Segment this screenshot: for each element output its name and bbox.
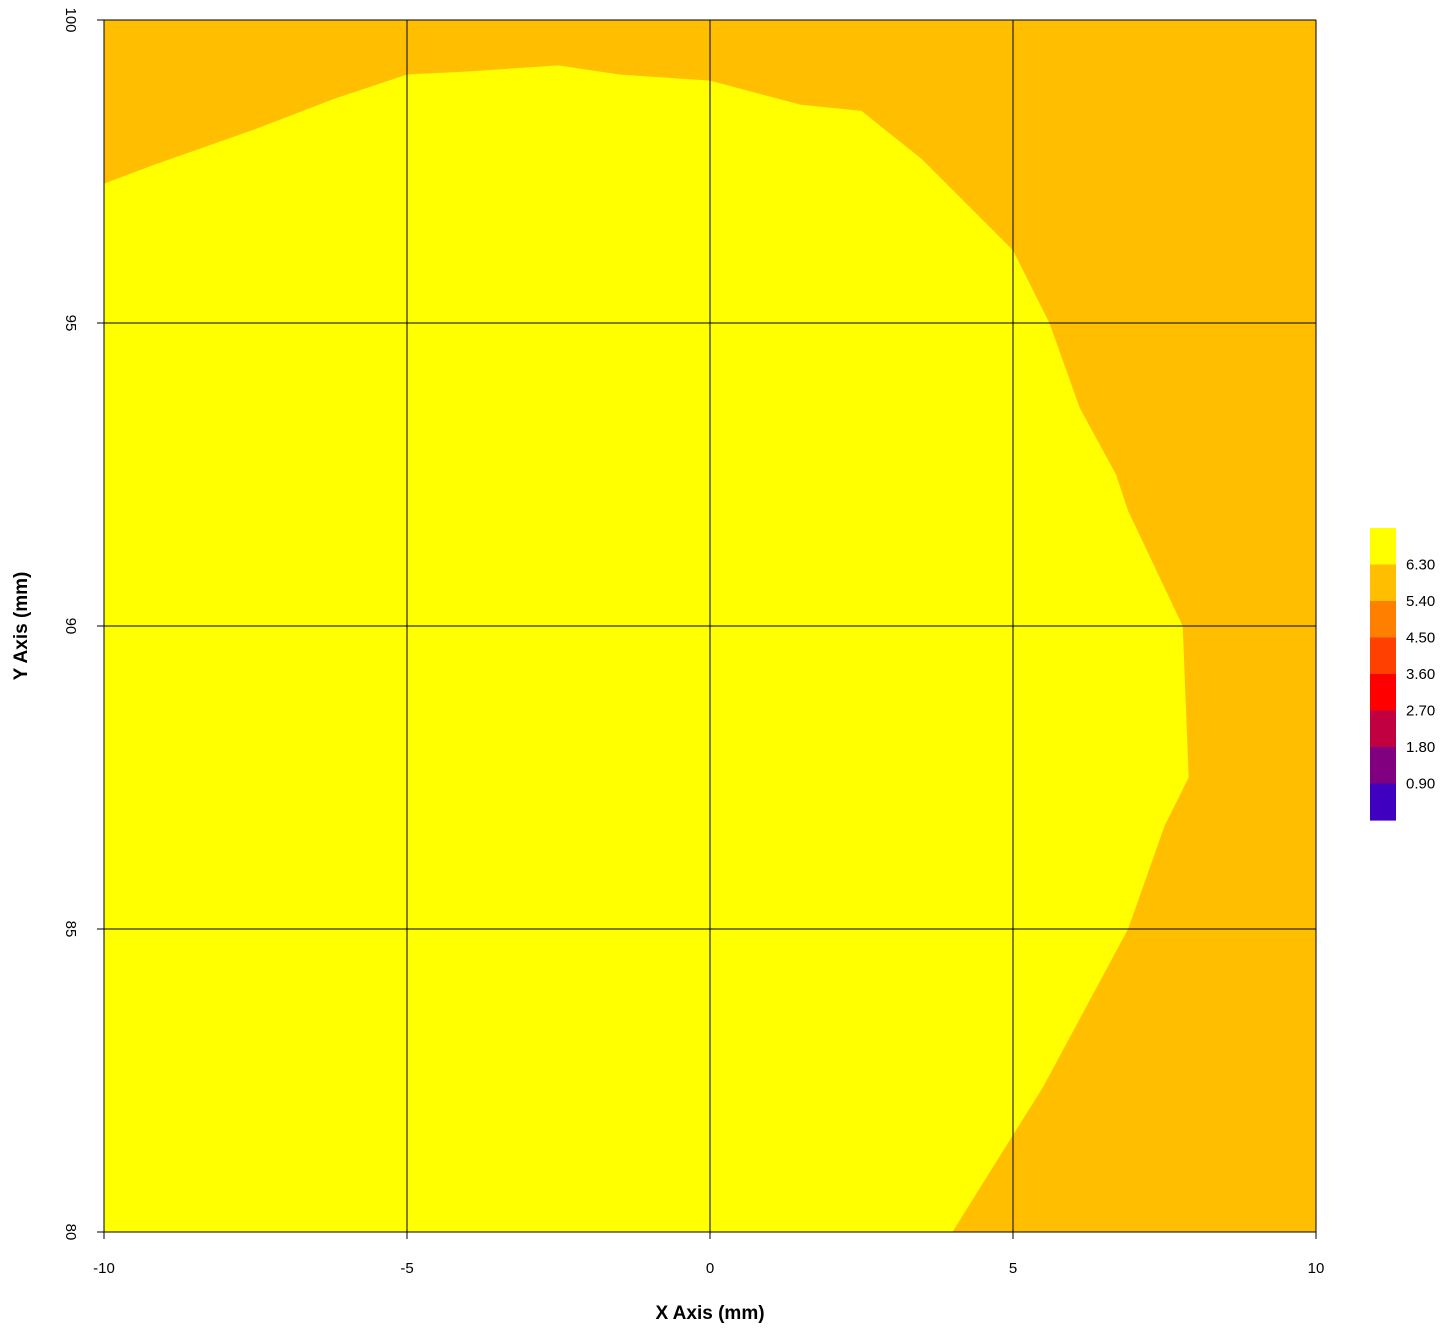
y-tick-label: 90	[62, 618, 79, 635]
legend-label: 0.90	[1406, 776, 1435, 793]
legend-swatch	[1370, 564, 1396, 602]
legend-swatch	[1370, 747, 1396, 785]
x-tick-label: 5	[1009, 1260, 1017, 1277]
color-legend: 6.30 5.40 4.50 3.60 2.70 1.80 0.90	[1370, 528, 1435, 821]
legend-label: 3.60	[1406, 666, 1435, 683]
legend-label: 5.40	[1406, 593, 1435, 610]
legend-label: 4.50	[1406, 630, 1435, 647]
x-tick-label: 10	[1308, 1260, 1325, 1277]
legend-label: 2.70	[1406, 703, 1435, 720]
legend-swatch	[1370, 601, 1396, 639]
y-tick-label: 95	[62, 315, 79, 332]
legend-label: 1.80	[1406, 739, 1435, 756]
y-tick-label: 85	[62, 921, 79, 938]
plot-area	[103, 19, 1317, 1233]
x-tick-label: -10	[93, 1260, 115, 1277]
legend-swatch	[1370, 528, 1396, 566]
y-tick-label: 80	[62, 1224, 79, 1241]
x-axis-title: X Axis (mm)	[655, 1303, 764, 1324]
y-tick-label: 100	[62, 7, 79, 32]
legend-swatch	[1370, 674, 1396, 712]
y-axis-ticks: 80 85 90 95 100	[62, 7, 104, 1240]
legend-swatch	[1370, 637, 1396, 675]
legend-swatch	[1370, 783, 1396, 821]
x-tick-label: 0	[706, 1260, 714, 1277]
x-axis-ticks: -10 -5 0 5 10	[93, 1232, 1324, 1277]
legend-label: 6.30	[1406, 557, 1435, 574]
y-axis-title: Y Axis (mm)	[11, 572, 32, 681]
x-tick-label: -5	[400, 1260, 413, 1277]
legend-swatch	[1370, 710, 1396, 748]
contour-level-6-30-region	[104, 65, 1189, 1232]
